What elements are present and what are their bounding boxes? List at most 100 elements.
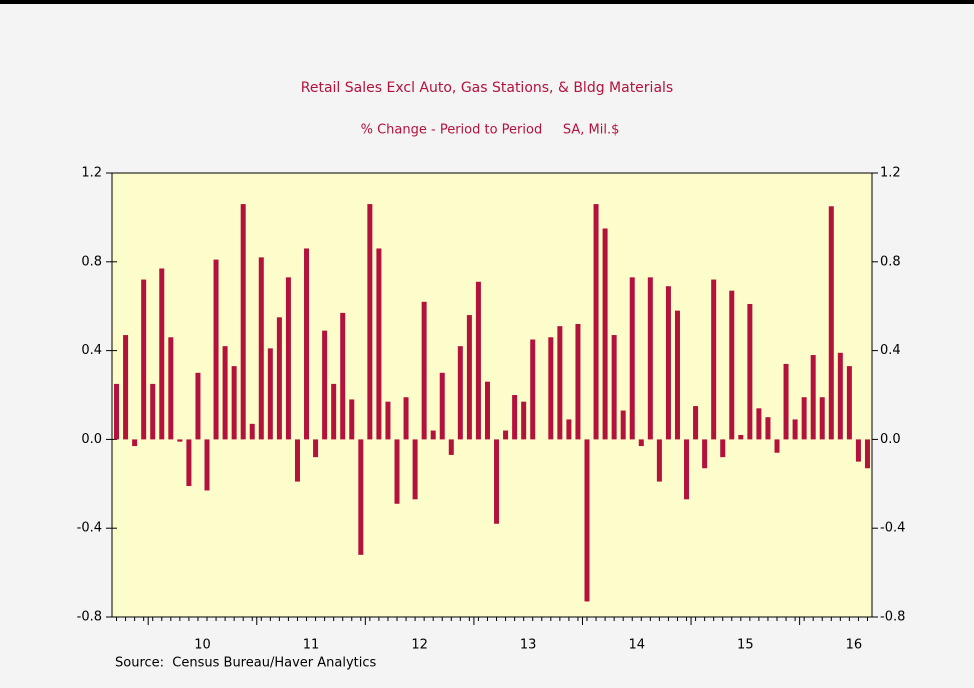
bar: [484, 381, 490, 440]
bar: [457, 346, 463, 440]
bar: [421, 301, 427, 440]
bar: [747, 303, 753, 440]
bar: [738, 434, 744, 440]
bar: [403, 397, 409, 440]
bar: [466, 315, 472, 440]
bar: [855, 439, 861, 462]
bar: [141, 279, 147, 440]
y-tick-label: 0.0: [81, 432, 102, 447]
bar: [285, 277, 291, 440]
bar: [304, 248, 310, 440]
bar: [656, 439, 662, 482]
y-tick-label: 0.4: [81, 343, 102, 358]
bar: [267, 348, 273, 440]
bar: [213, 259, 219, 440]
x-tick-label: 16: [846, 638, 863, 653]
bar: [575, 323, 581, 440]
bar: [258, 257, 264, 440]
plot-area: [111, 172, 873, 618]
y-tick-label: -0.4: [77, 521, 102, 536]
bar: [503, 430, 509, 440]
bar: [629, 277, 635, 440]
bar: [864, 439, 870, 469]
x-tick-label: 15: [737, 638, 754, 653]
bar: [828, 206, 834, 440]
y-tick-label: -0.8: [77, 610, 102, 625]
bar: [557, 326, 563, 440]
bar: [530, 339, 536, 440]
y-tick-label: 1.2: [81, 166, 102, 181]
bar: [792, 419, 798, 440]
bar: [367, 204, 373, 440]
bar: [430, 430, 436, 440]
y2-tick-label: 1.2: [880, 166, 901, 181]
y2-tick-label: 0.8: [880, 254, 901, 269]
bar: [512, 395, 518, 440]
bar: [340, 312, 346, 440]
bar: [240, 204, 246, 440]
bar: [222, 346, 228, 440]
bar: [349, 399, 355, 440]
bar: [602, 228, 608, 440]
bar: [439, 372, 445, 440]
bar: [177, 439, 183, 442]
bar: [693, 406, 699, 440]
x-tick-label: 10: [194, 638, 211, 653]
y2-tick-label: 0.4: [880, 343, 901, 358]
bar: [684, 439, 690, 500]
bar: [168, 337, 174, 440]
bar: [132, 439, 138, 447]
bar: [783, 363, 789, 440]
bar: [756, 408, 762, 440]
x-tick-label: 12: [411, 638, 428, 653]
y2-tick-label: 0.0: [880, 432, 901, 447]
bar: [729, 290, 735, 440]
bar: [702, 439, 708, 469]
bar: [584, 439, 590, 602]
bar: [801, 397, 807, 440]
bar: [620, 410, 626, 440]
x-tick-label: 13: [520, 638, 537, 653]
x-tick-label: 11: [303, 638, 320, 653]
bar: [394, 439, 400, 504]
bar: [647, 277, 653, 440]
bar: [475, 281, 481, 440]
bar: [123, 335, 129, 440]
bar: [322, 330, 328, 440]
bar: [249, 423, 255, 440]
bar: [611, 335, 617, 440]
bar: [494, 439, 500, 524]
bar: [385, 401, 391, 440]
bar: [566, 419, 572, 440]
bar: [674, 310, 680, 440]
chart-subtitle: % Change - Period to Period SA, Mil.$: [361, 123, 620, 138]
bar: [231, 366, 237, 440]
bar: [376, 248, 382, 440]
bar: [448, 439, 454, 455]
bar: [294, 439, 300, 482]
bar: [711, 279, 717, 440]
bar: [593, 204, 599, 440]
top-border: [0, 0, 974, 4]
y-tick-label: 0.8: [81, 254, 102, 269]
bar: [331, 383, 337, 440]
y2-tick-label: -0.8: [880, 610, 905, 625]
chart-title: Retail Sales Excl Auto, Gas Stations, & …: [301, 80, 673, 96]
bar: [810, 355, 816, 440]
source: Source: Census Bureau/Haver Analytics: [115, 656, 376, 671]
bar: [837, 352, 843, 440]
bar: [114, 383, 120, 440]
bar: [774, 439, 780, 453]
bar: [521, 401, 527, 440]
bar: [638, 439, 644, 447]
bar: [720, 439, 726, 458]
bar: [412, 439, 418, 500]
bar: [186, 439, 192, 487]
bar: [195, 372, 201, 440]
bar: [819, 397, 825, 440]
bar: [765, 417, 771, 440]
bar: [276, 317, 282, 440]
bar: [846, 366, 852, 440]
bar: [204, 439, 210, 491]
